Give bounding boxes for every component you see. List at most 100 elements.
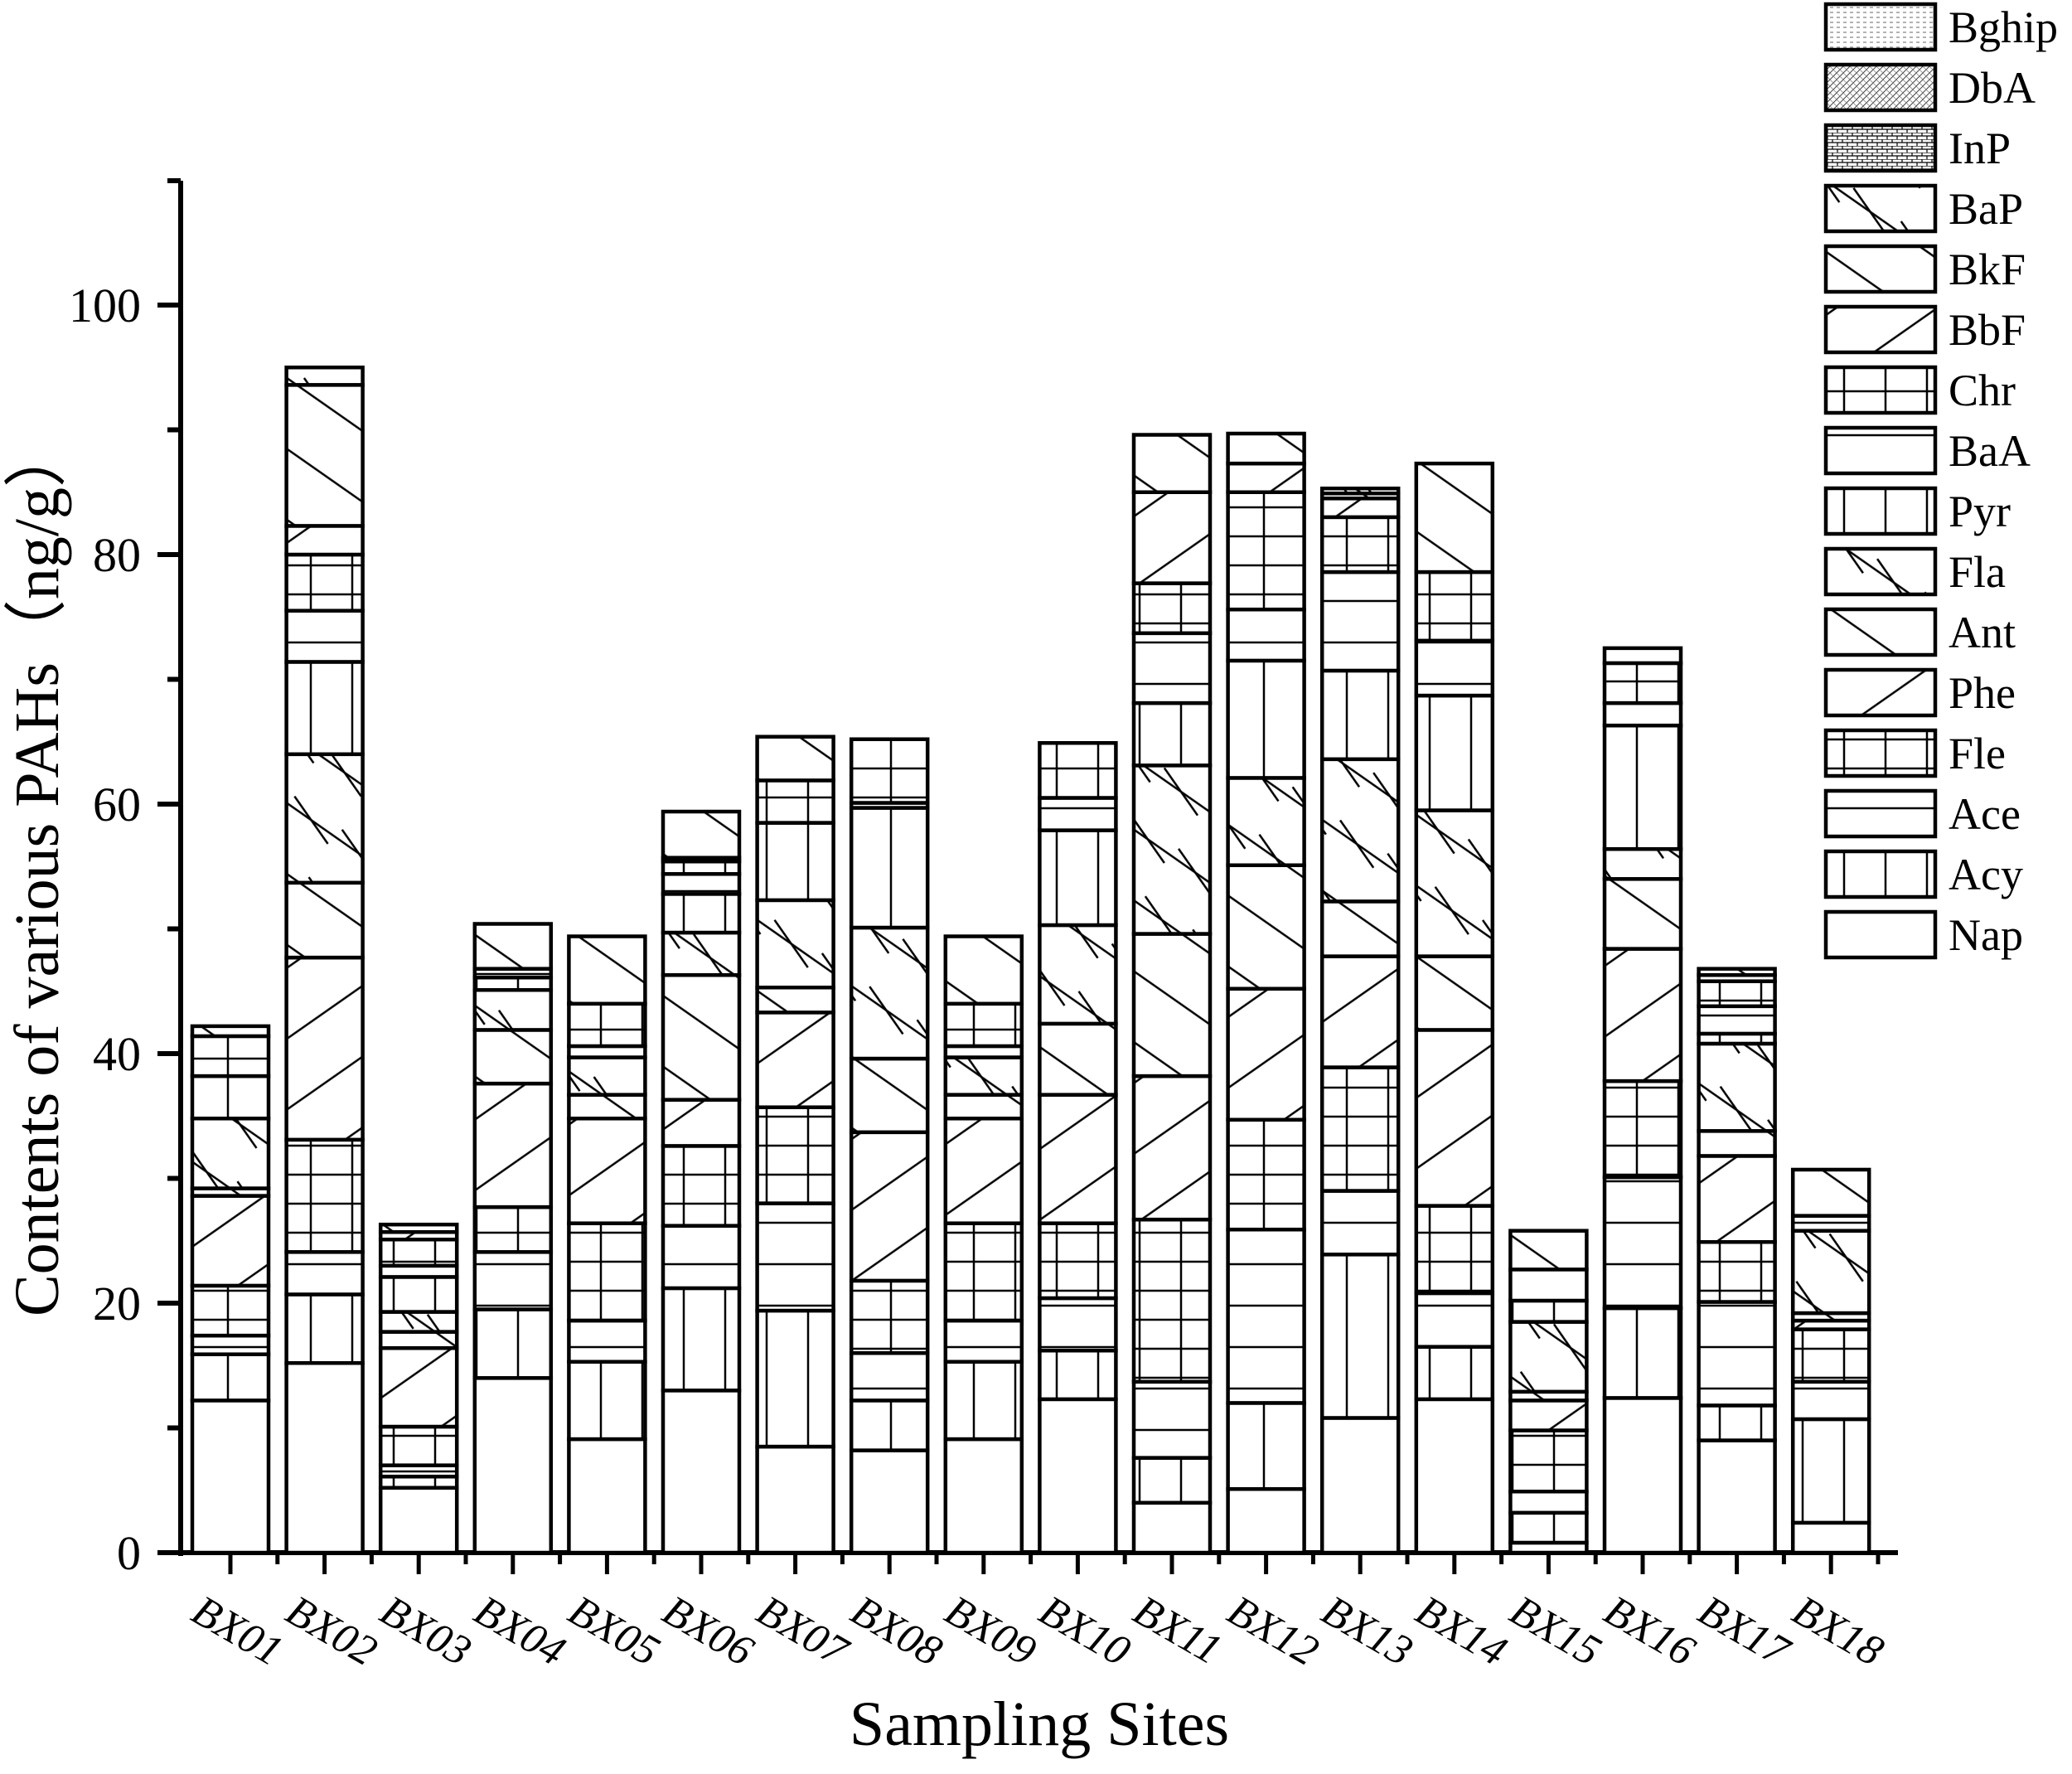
- segment-fle: [190, 1283, 271, 1338]
- segment-pyr: [1602, 723, 1683, 851]
- y-tick-label: 40: [93, 1027, 141, 1081]
- segment-ace: [567, 1318, 647, 1364]
- legend-swatch: [1823, 728, 1938, 778]
- legend-swatch: [1823, 304, 1938, 355]
- segment-ace: [943, 1318, 1024, 1364]
- y-tick-label: 20: [93, 1277, 141, 1330]
- segment-acy: [284, 1292, 365, 1365]
- segment-nap: [1790, 1520, 1871, 1555]
- legend-swatch: [1823, 244, 1938, 294]
- segment-chr: [1319, 515, 1401, 574]
- segment-nap: [943, 1437, 1024, 1555]
- segment-bkf: [378, 1222, 459, 1234]
- segment-ant: [1602, 877, 1683, 951]
- segment-ace: [1602, 1175, 1683, 1311]
- segment-fla: [1414, 808, 1495, 958]
- segment-phe: [284, 955, 365, 1142]
- legend-swatch: [1823, 788, 1938, 839]
- segment-pyr: [1226, 658, 1306, 780]
- x-axis-title: Sampling Sites: [850, 1689, 1229, 1759]
- legend-label: BkF: [1949, 245, 2026, 294]
- segment-pyr: [1508, 1298, 1589, 1324]
- segment-phe: [1602, 947, 1683, 1083]
- segment-fle: [378, 1424, 459, 1467]
- segment-acy: [1226, 1401, 1306, 1491]
- legend-label: Pyr: [1949, 487, 2011, 536]
- segment-ant: [1319, 899, 1401, 958]
- segment-ant: [378, 1330, 459, 1350]
- legend-label: Bghip: [1949, 2, 2058, 52]
- legend-item-phe: Phe: [1823, 667, 2016, 718]
- segment-fle: [849, 1278, 930, 1355]
- segment-fla: [1131, 763, 1213, 936]
- segment-phe: [661, 1098, 742, 1148]
- bar-bx17: [1697, 967, 1777, 1555]
- segment-phe: [755, 1011, 835, 1109]
- segment-fla: [755, 898, 835, 990]
- legend-label: DbA: [1949, 63, 2036, 113]
- segment-phe: [1414, 1028, 1495, 1208]
- segment-fle: [1226, 1117, 1306, 1232]
- segment-bbf: [1131, 490, 1213, 585]
- segment-chr: [943, 1001, 1024, 1049]
- segment-fla: [1508, 1320, 1589, 1394]
- segment-baa: [1697, 1004, 1777, 1036]
- bar-bx05: [567, 934, 647, 1555]
- bar-bx02: [284, 366, 365, 1555]
- legend-label: BaA: [1949, 426, 2031, 476]
- segment-pyr: [849, 806, 930, 930]
- legend-swatch: [1823, 667, 1938, 718]
- segment-ace: [1697, 1300, 1777, 1408]
- x-tick-label: BX01: [184, 1587, 291, 1675]
- segment-phe: [1508, 1398, 1589, 1432]
- legend-label: BbF: [1949, 305, 2026, 355]
- legend-swatch: [1823, 909, 1938, 960]
- segment-bap: [284, 366, 365, 387]
- bar-bx11: [1131, 433, 1213, 1555]
- segment-fla: [849, 925, 930, 1061]
- segment-fla: [1319, 757, 1401, 904]
- segment-chr: [1131, 581, 1213, 636]
- bar-bx16: [1602, 646, 1683, 1555]
- segment-ant: [472, 1028, 554, 1086]
- legend-label: Chr: [1949, 366, 2016, 415]
- bar-bx10: [1038, 741, 1118, 1555]
- x-tick-label: BX04: [467, 1587, 574, 1675]
- segment-bap: [1319, 486, 1401, 496]
- segment-bkf: [472, 922, 554, 971]
- segment-bkf: [1790, 1167, 1871, 1218]
- segment-acy: [1038, 1348, 1118, 1402]
- legend-label: BaP: [1949, 184, 2023, 234]
- segment-fle: [1414, 1204, 1495, 1296]
- segment-bkf: [1131, 433, 1213, 495]
- segment-chr: [1602, 661, 1683, 705]
- segment-pyr: [1038, 828, 1118, 928]
- bar-bx18: [1790, 1167, 1871, 1555]
- segment-ace: [1790, 1379, 1871, 1422]
- segment-bbf: [284, 524, 365, 557]
- segment-bkf: [284, 383, 365, 528]
- segment-acy: [1319, 1253, 1401, 1420]
- y-tick-label: 100: [69, 279, 141, 332]
- bar-bx06: [661, 809, 742, 1555]
- bar-bx03: [378, 1222, 459, 1555]
- segment-fla: [378, 1310, 459, 1334]
- legend-item-dba: DbA: [1823, 62, 2036, 113]
- segment-chr: [1697, 979, 1777, 1009]
- segment-acy: [190, 1352, 271, 1403]
- segment-nap: [661, 1389, 742, 1555]
- segment-acy: [755, 1308, 835, 1449]
- segment-pyr: [661, 892, 742, 935]
- legend-swatch: [1823, 2, 1938, 52]
- segment-fla: [1697, 1041, 1777, 1133]
- legend-item-bbf: BbF: [1823, 304, 2026, 355]
- segment-chr: [1414, 570, 1495, 643]
- segment-chr: [190, 1034, 271, 1078]
- x-tick-label: BX02: [278, 1587, 385, 1675]
- segment-baa: [1508, 1267, 1589, 1303]
- segment-ant: [943, 1093, 1024, 1121]
- segment-fle: [1602, 1078, 1683, 1180]
- legend-label: Nap: [1949, 910, 2023, 960]
- legend-item-fla: Fla: [1823, 546, 2006, 597]
- segment-nap: [567, 1437, 647, 1555]
